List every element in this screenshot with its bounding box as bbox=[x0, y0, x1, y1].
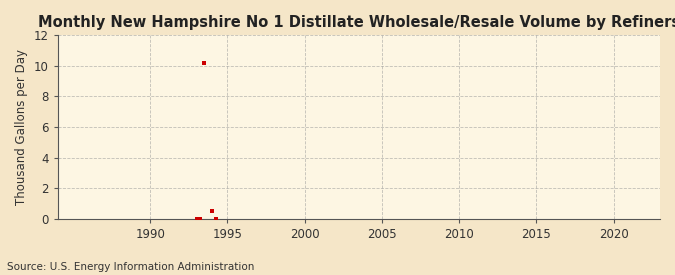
Point bbox=[199, 61, 210, 65]
Point bbox=[211, 216, 221, 221]
Point bbox=[191, 216, 202, 221]
Text: Source: U.S. Energy Information Administration: Source: U.S. Energy Information Administ… bbox=[7, 262, 254, 272]
Point bbox=[195, 216, 206, 221]
Point bbox=[207, 209, 217, 213]
Title: Monthly New Hampshire No 1 Distillate Wholesale/Resale Volume by Refiners: Monthly New Hampshire No 1 Distillate Wh… bbox=[38, 15, 675, 30]
Y-axis label: Thousand Gallons per Day: Thousand Gallons per Day bbox=[15, 49, 28, 205]
